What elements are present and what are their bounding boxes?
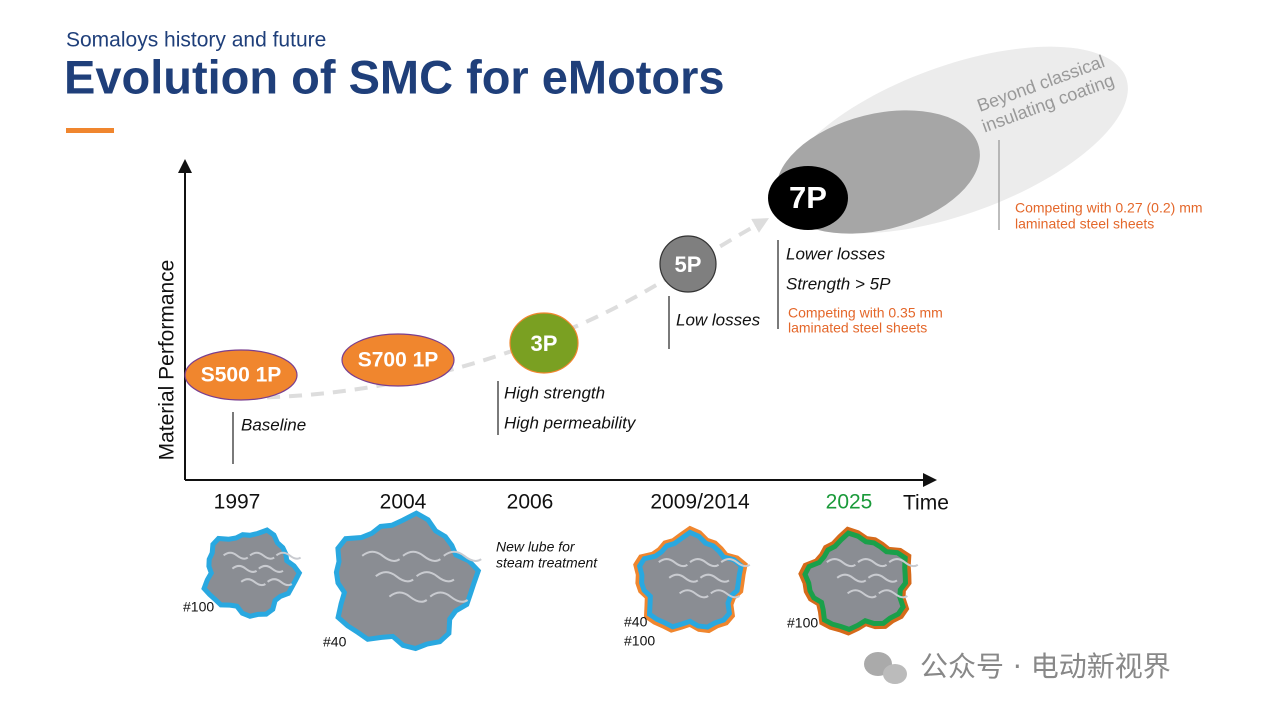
note: High permeability <box>504 413 637 432</box>
node <box>659 235 717 293</box>
node <box>341 333 455 387</box>
note: High strength <box>504 383 605 402</box>
particle-texture <box>699 573 730 583</box>
note: Baseline <box>241 415 306 434</box>
particle-texture <box>240 578 266 587</box>
particle-texture <box>720 558 751 568</box>
node <box>768 166 848 230</box>
particle-texture <box>231 564 258 573</box>
particle <box>636 529 744 630</box>
mesh-label: #100 <box>624 633 655 649</box>
particle-texture <box>846 589 877 599</box>
particle-texture <box>857 558 888 568</box>
mesh-label: #100 <box>183 599 214 615</box>
year: 2004 <box>380 491 427 514</box>
particle-texture <box>710 589 740 599</box>
particle-texture <box>878 589 908 599</box>
x-axis-label: Time <box>903 492 949 515</box>
watermark-icon <box>864 652 907 684</box>
particles <box>201 510 919 652</box>
note: Lower losses <box>786 244 886 263</box>
mesh-label: #100 <box>787 615 818 631</box>
year: 2025 <box>826 491 873 514</box>
note: Low losses <box>676 310 761 329</box>
particle-texture <box>429 591 469 603</box>
node-label: 5P <box>675 252 702 277</box>
particle <box>802 530 909 633</box>
lube-note: steam treatment <box>496 555 598 571</box>
node-label: 3P <box>531 331 558 356</box>
node-label: S700 1P <box>358 349 439 372</box>
watermark: 公众号 · 电动新视界 <box>920 650 1171 683</box>
particle-texture <box>668 573 699 583</box>
year: 2006 <box>507 491 554 514</box>
particle-texture <box>258 564 284 573</box>
title: Evolution of SMC for eMotors <box>64 50 725 103</box>
y-axis-label: Material Performance <box>156 260 179 461</box>
subtitle: Somaloys history and future <box>66 29 326 52</box>
particle-texture <box>826 558 856 568</box>
node-label: S500 1P <box>201 364 282 387</box>
node <box>509 312 579 374</box>
mesh-label: #40 <box>624 614 648 630</box>
particle-texture <box>658 558 688 568</box>
note: Strength > 5P <box>786 274 891 293</box>
particle-texture <box>689 558 720 568</box>
competing-note: Competing with 0.27 (0.2) mm <box>1015 200 1203 216</box>
competing-note: Competing with 0.35 mm <box>788 305 943 321</box>
particle-texture <box>402 550 441 562</box>
particle-texture <box>388 591 428 603</box>
mesh-label: #40 <box>323 634 347 650</box>
particle-texture <box>361 550 401 562</box>
particle-texture <box>266 578 293 587</box>
particle-texture <box>836 573 867 583</box>
lube-note: New lube for <box>496 539 576 555</box>
accent-bar <box>66 128 114 133</box>
particle-texture <box>249 551 275 560</box>
particle <box>633 525 748 634</box>
competing-note: laminated steel sheets <box>1015 216 1154 232</box>
particle <box>798 526 912 636</box>
year: 2009/2014 <box>650 491 750 514</box>
particle-texture <box>275 551 302 560</box>
particle-texture <box>443 550 482 562</box>
particle-texture <box>888 558 919 568</box>
particle-texture <box>415 571 455 583</box>
particle-texture <box>867 573 898 583</box>
node <box>184 349 298 401</box>
competing-note: laminated steel sheets <box>788 320 927 336</box>
particle <box>201 527 303 619</box>
year: 1997 <box>214 491 261 514</box>
particle-texture <box>375 571 414 583</box>
node-label: 7P <box>789 180 827 215</box>
particle-texture <box>222 551 249 560</box>
particle-texture <box>678 589 709 599</box>
